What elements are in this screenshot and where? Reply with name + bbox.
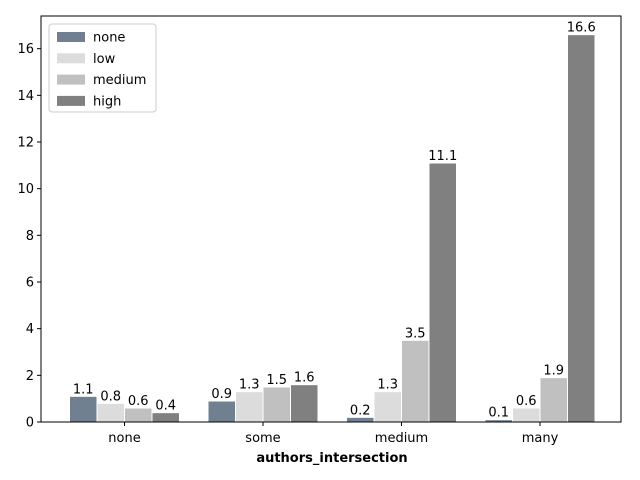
x-tick-label-many: many xyxy=(522,431,559,446)
data-label-none-medium: 0.2 xyxy=(350,403,371,418)
legend-label-high: high xyxy=(93,94,121,109)
bars-layer xyxy=(69,34,596,423)
plot-frame xyxy=(40,15,622,423)
data-label-low-none: 0.8 xyxy=(100,389,121,404)
bar-none-none xyxy=(69,395,98,423)
data-label-medium-many: 1.9 xyxy=(543,364,564,379)
x-axis-title: authors_intersection xyxy=(256,451,407,466)
axes-layer: 0 2 4 6 8 10 12 14 16 none some medium many xyxy=(17,15,622,446)
bar-medium-many xyxy=(539,377,568,423)
data-label-high-none: 0.4 xyxy=(155,399,176,414)
bar-none-some xyxy=(207,400,236,423)
bar-high-none xyxy=(151,412,180,423)
legend-label-none: none xyxy=(93,31,125,46)
x-tick-label-none: none xyxy=(108,431,140,446)
legend-swatch-high xyxy=(57,95,85,106)
y-tick-label: 8 xyxy=(26,229,34,244)
bar-medium-some xyxy=(262,386,291,423)
y-tick-label: 10 xyxy=(17,182,34,197)
data-label-low-many: 0.6 xyxy=(516,394,537,409)
y-tick-label: 6 xyxy=(26,276,34,291)
bar-low-none xyxy=(96,402,125,423)
y-tick-label: 16 xyxy=(17,42,34,57)
data-label-low-medium: 1.3 xyxy=(377,378,398,393)
legend-label-medium: medium xyxy=(93,73,146,88)
y-tick-label: 2 xyxy=(26,369,34,384)
data-label-none-many: 0.1 xyxy=(488,406,509,421)
bar-high-some xyxy=(290,384,319,423)
bar-medium-medium xyxy=(401,339,430,423)
bar-medium-none xyxy=(124,407,153,423)
legend-box xyxy=(48,23,157,113)
x-tick-label-medium: medium xyxy=(375,431,428,446)
bar-high-many xyxy=(567,34,596,423)
legend-label-low: low xyxy=(93,52,116,67)
bar-low-some xyxy=(235,391,264,423)
data-label-medium-none: 0.6 xyxy=(128,394,149,409)
bar-low-many xyxy=(512,407,541,423)
legend-swatch-none xyxy=(57,32,85,42)
x-tick-label-some: some xyxy=(245,431,280,446)
data-label-high-some: 1.6 xyxy=(294,371,315,386)
y-tick-label: 4 xyxy=(26,322,34,337)
legend: none low medium high xyxy=(48,23,157,113)
bar-high-medium xyxy=(428,162,457,423)
data-labels-layer: 1.1 0.9 0.2 0.1 0.8 1.3 1.3 0.6 0.6 1.5 3.5 1.9 0.4 1… xyxy=(73,21,596,421)
legend-swatch-medium xyxy=(57,74,85,85)
y-tick-label: 0 xyxy=(26,416,34,431)
y-tick-label: 14 xyxy=(17,89,34,104)
data-label-low-some: 1.3 xyxy=(239,378,260,393)
data-label-medium-some: 1.5 xyxy=(266,373,287,388)
data-label-medium-medium: 3.5 xyxy=(405,326,426,341)
data-label-high-medium: 11.1 xyxy=(428,149,457,164)
data-label-high-many: 16.6 xyxy=(567,21,596,36)
data-label-none-none: 1.1 xyxy=(73,382,94,397)
data-label-none-some: 0.9 xyxy=(211,387,232,402)
y-tick-label: 12 xyxy=(17,136,34,151)
legend-swatch-low xyxy=(57,53,85,64)
bar-low-medium xyxy=(373,391,402,423)
